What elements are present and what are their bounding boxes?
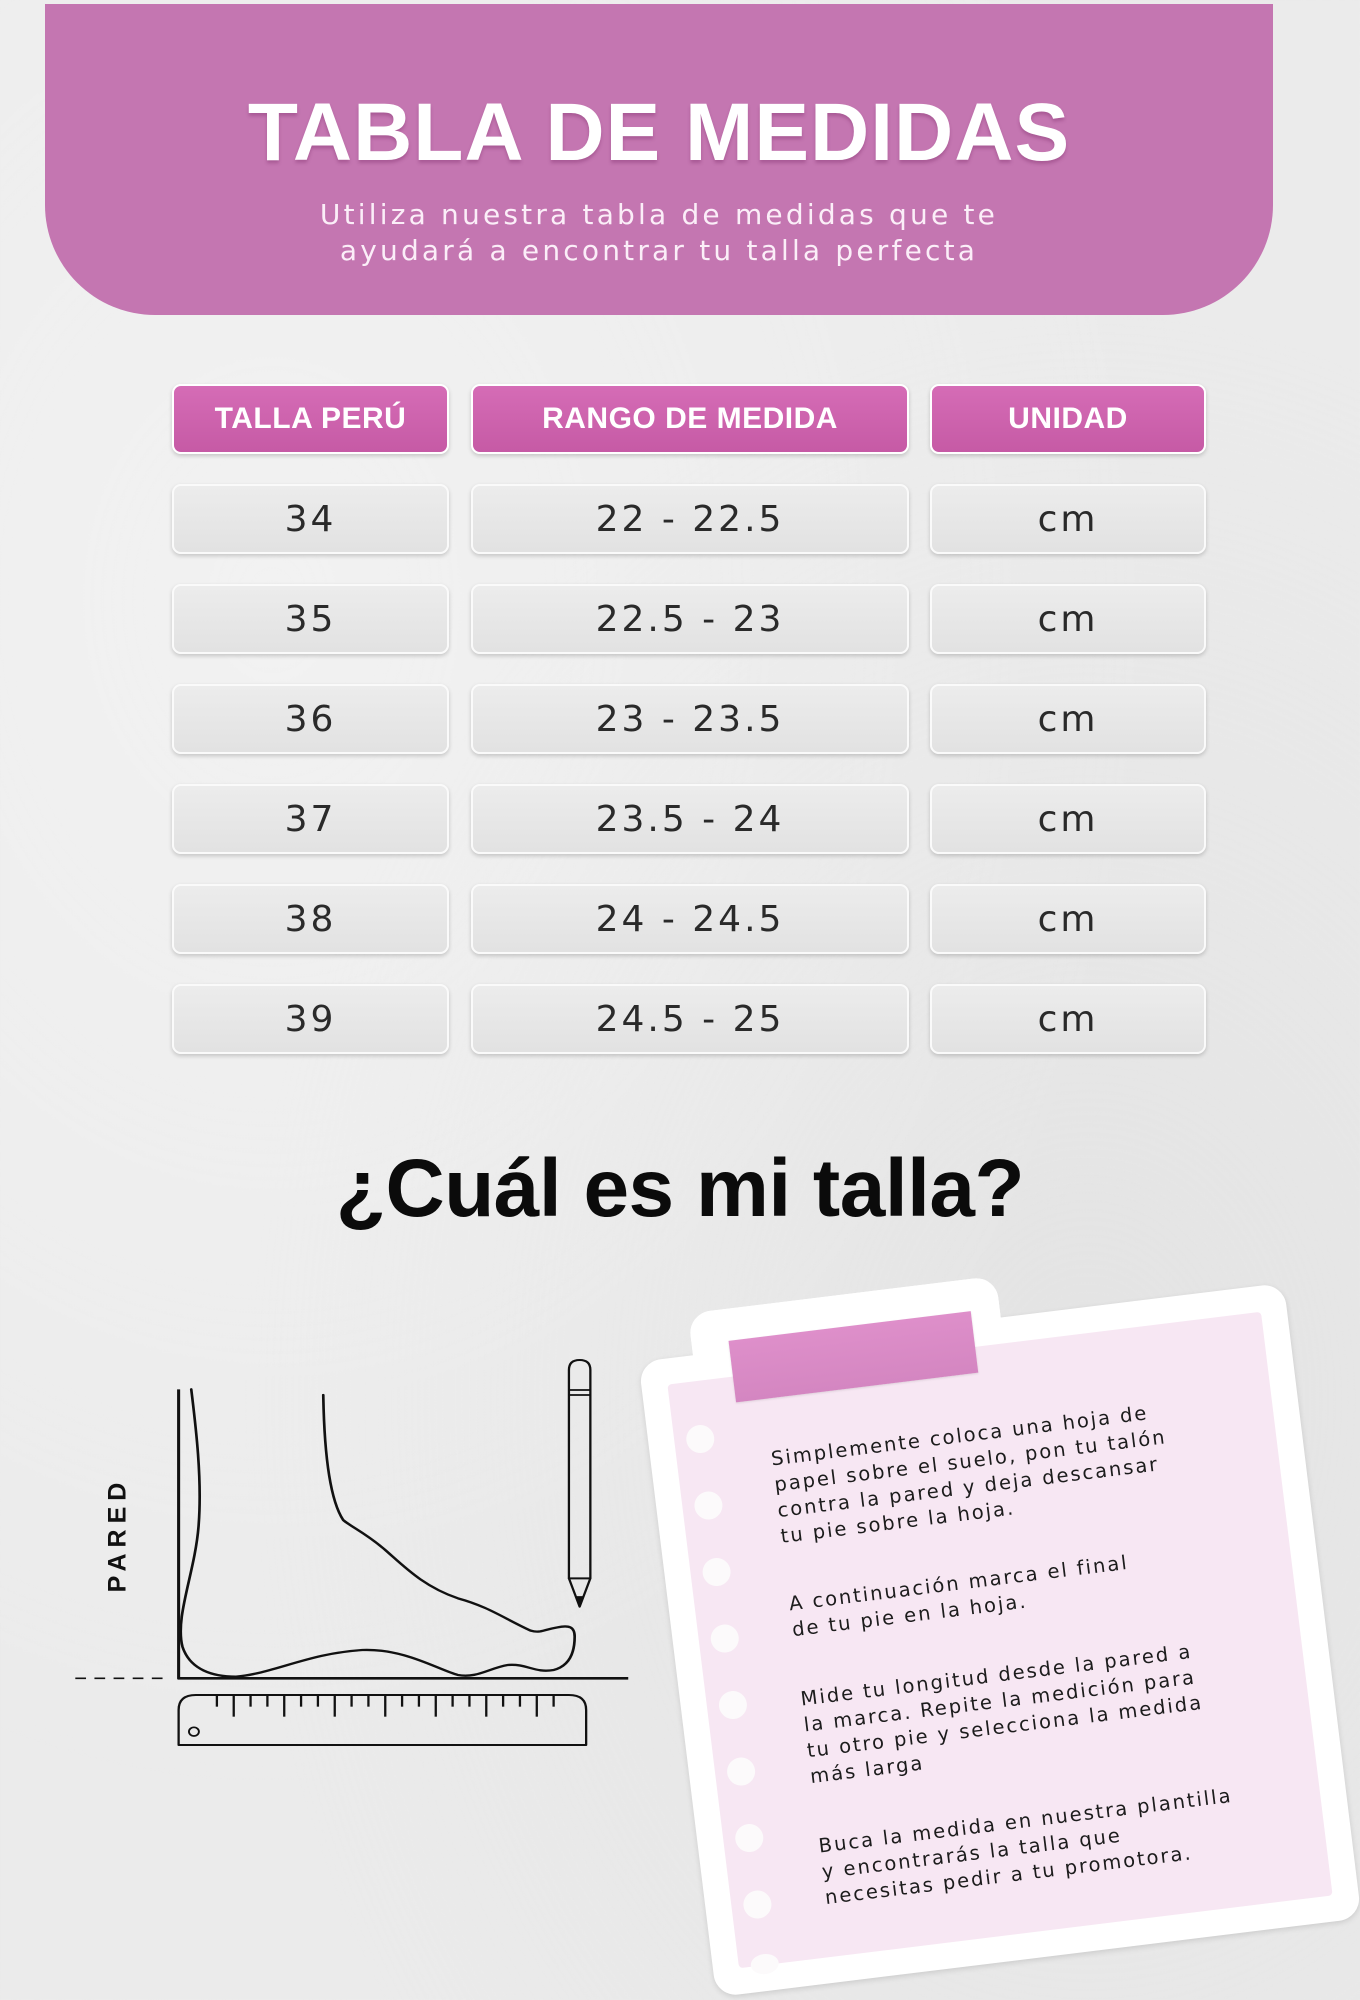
cell-talla: 37 (172, 784, 449, 854)
cell-talla: 34 (172, 484, 449, 554)
cell-talla: 36 (172, 684, 449, 754)
foot-outline-icon (179, 1388, 577, 1678)
cell-unidad: cm (930, 684, 1206, 754)
cell-rango: 22.5 - 23 (471, 584, 909, 654)
ruler-icon (177, 1694, 588, 1746)
page-subtitle: Utiliza nuestra tabla de medidas que te … (45, 197, 1273, 269)
cell-rango: 24 - 24.5 (471, 884, 909, 954)
column-header-label: UNIDAD (1008, 402, 1128, 435)
subtitle-text: Utiliza nuestra tabla de medidas que te … (319, 198, 999, 267)
cell-unidad: cm (930, 484, 1206, 554)
pencil-icon (567, 1359, 592, 1608)
cell-unidad: cm (930, 984, 1206, 1054)
instructions-note-card: Simplemente coloca una hoja de papel sob… (638, 1275, 1360, 1998)
cell-talla: 35 (172, 584, 449, 654)
column-header-label: TALLA PERÚ (214, 402, 407, 435)
cell-unidad: cm (930, 884, 1206, 954)
column-header-unidad: UNIDAD (930, 384, 1206, 454)
wall-line-icon (177, 1389, 629, 1680)
page-title: TABLA DE MEDIDAS (247, 87, 1071, 178)
column-header-talla: TALLA PERÚ (172, 384, 449, 454)
cell-unidad: cm (930, 784, 1206, 854)
foot-measure-illustration (75, 1359, 629, 1746)
column-header-rango: RANGO DE MEDIDA (471, 384, 909, 454)
cell-rango: 23.5 - 24 (471, 784, 909, 854)
section-heading: ¿Cuál es mi talla? (335, 1143, 1025, 1234)
cell-talla: 39 (172, 984, 449, 1054)
cell-rango: 22 - 22.5 (471, 484, 909, 554)
cell-rango: 23 - 23.5 (471, 684, 909, 754)
cell-rango: 24.5 - 25 (471, 984, 909, 1054)
header-banner: TABLA DE MEDIDAS Utiliza nuestra tabla d… (45, 4, 1273, 315)
cell-talla: 38 (172, 884, 449, 954)
column-header-label: RANGO DE MEDIDA (542, 402, 838, 435)
cell-unidad: cm (930, 584, 1206, 654)
